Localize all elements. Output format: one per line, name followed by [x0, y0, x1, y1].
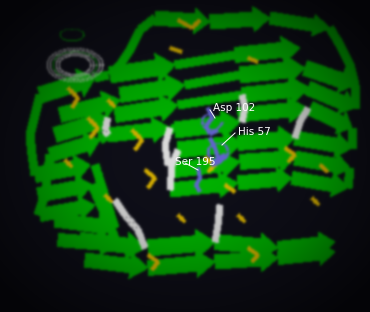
Text: Asp 102: Asp 102	[213, 103, 255, 113]
Text: His 57: His 57	[238, 127, 271, 137]
Text: Ser 195: Ser 195	[175, 157, 215, 167]
